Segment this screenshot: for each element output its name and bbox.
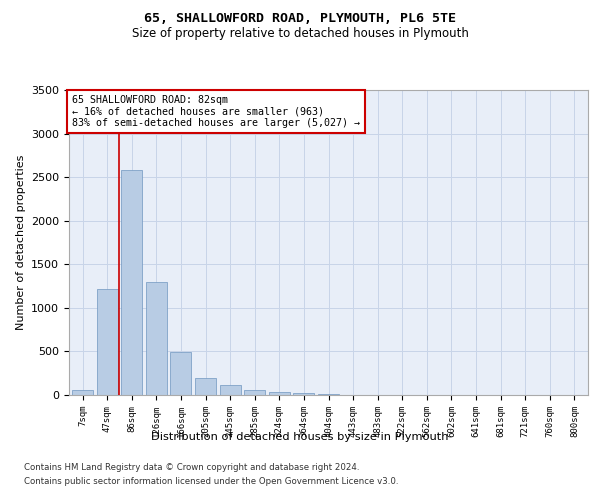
Text: 65, SHALLOWFORD ROAD, PLYMOUTH, PL6 5TE: 65, SHALLOWFORD ROAD, PLYMOUTH, PL6 5TE [144,12,456,26]
Bar [170,352,191,395]
Text: Contains public sector information licensed under the Open Government Licence v3: Contains public sector information licen… [24,477,398,486]
Bar [97,288,118,395]
Bar [220,386,241,395]
Bar [146,282,167,395]
Bar [72,390,93,395]
Text: Contains HM Land Registry data © Crown copyright and database right 2024.: Contains HM Land Registry data © Crown c… [24,464,359,472]
Bar [121,170,142,395]
Text: Size of property relative to detached houses in Plymouth: Size of property relative to detached ho… [131,28,469,40]
Bar [269,392,290,395]
Bar [244,390,265,395]
Text: 65 SHALLOWFORD ROAD: 82sqm
← 16% of detached houses are smaller (963)
83% of sem: 65 SHALLOWFORD ROAD: 82sqm ← 16% of deta… [71,94,359,128]
Bar [293,394,314,395]
Bar [195,378,216,395]
Text: Distribution of detached houses by size in Plymouth: Distribution of detached houses by size … [151,432,449,442]
Y-axis label: Number of detached properties: Number of detached properties [16,155,26,330]
Bar [318,394,339,395]
